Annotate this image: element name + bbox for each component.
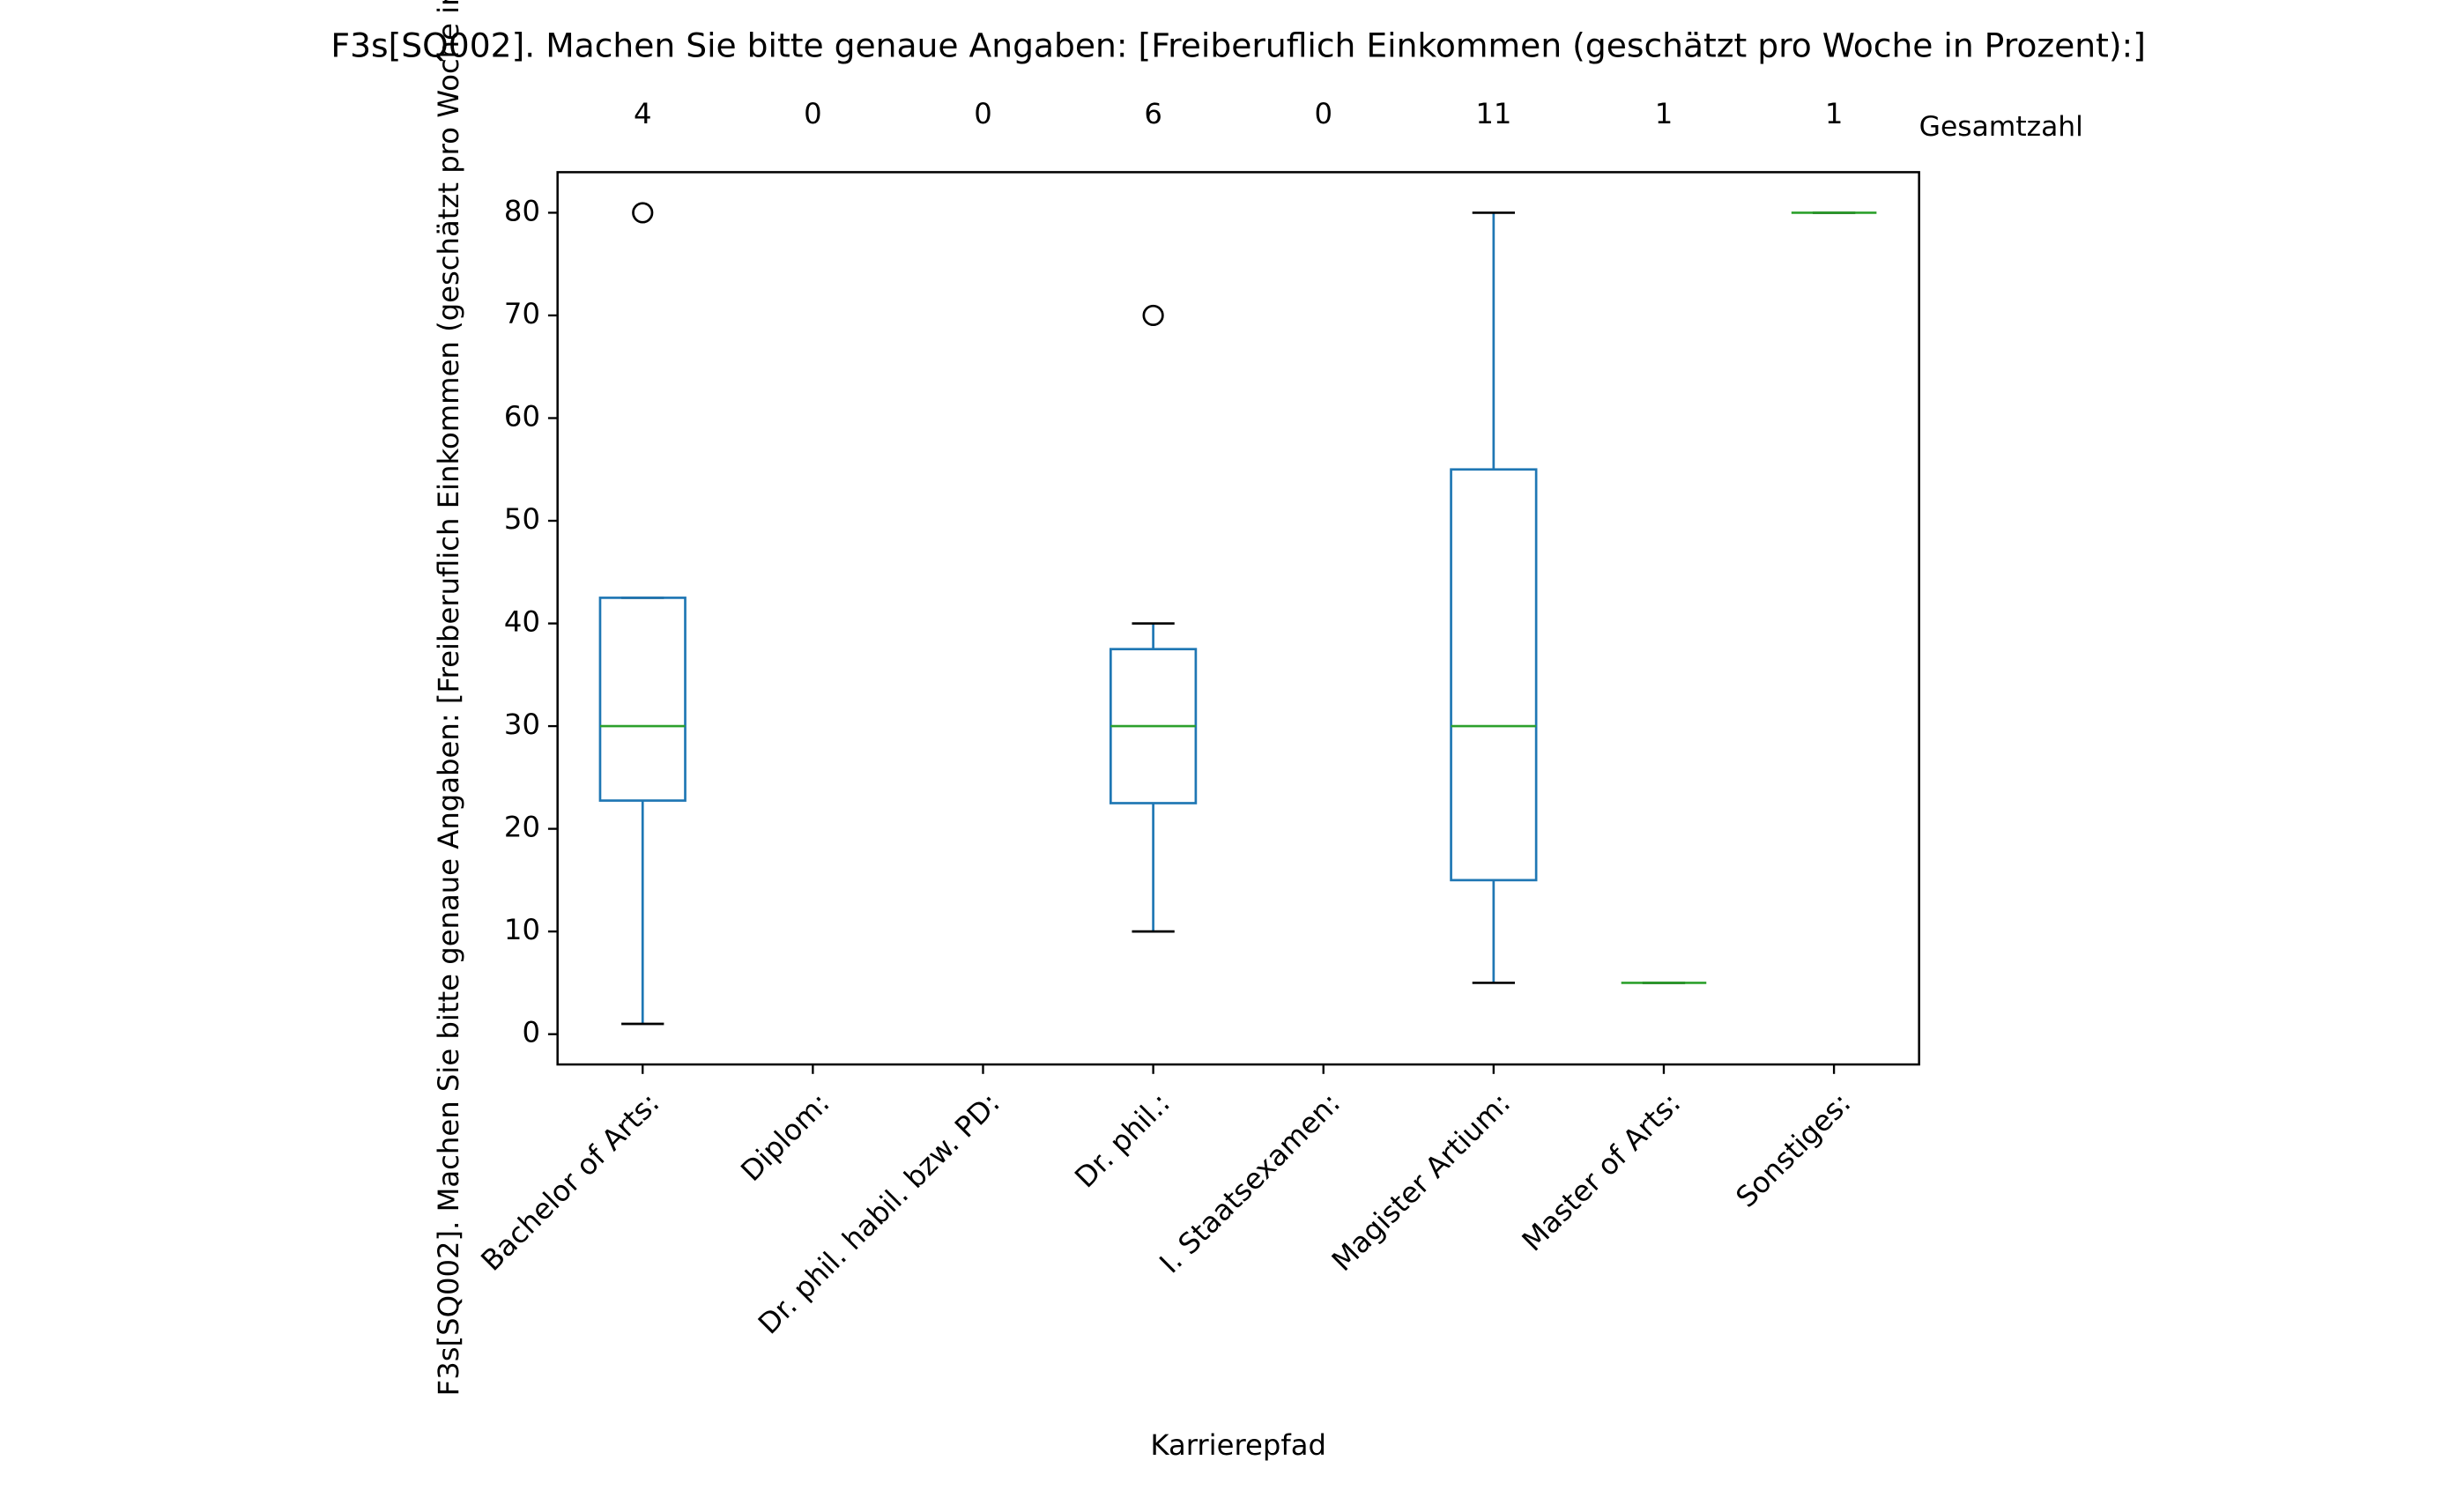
counts-label: Gesamtzahl — [1919, 111, 2083, 143]
count-label: 0 — [974, 97, 992, 130]
y-tick-label: 50 — [504, 502, 540, 536]
y-tick-label: 70 — [504, 297, 540, 330]
count-label: 6 — [1144, 97, 1162, 130]
plot-frame — [556, 171, 1920, 1066]
y-tick-label: 20 — [504, 811, 540, 844]
x-axis-label: Karrierepfad — [1150, 1428, 1326, 1462]
y-tick-label: 30 — [504, 708, 540, 741]
count-label: 11 — [1475, 97, 1511, 130]
count-label: 1 — [1825, 97, 1844, 130]
chart-title: F3s[SQ002]. Machen Sie bitte genaue Anga… — [330, 26, 2145, 64]
box — [598, 597, 687, 802]
count-label: 1 — [1655, 97, 1674, 130]
outlier — [632, 202, 654, 224]
y-tick-label: 0 — [522, 1016, 540, 1049]
box — [1450, 468, 1538, 882]
count-label: 0 — [1314, 97, 1332, 130]
y-tick-label: 60 — [504, 399, 540, 433]
outlier — [1142, 304, 1164, 327]
y-tick-label: 80 — [504, 194, 540, 227]
y-tick-label: 40 — [504, 605, 540, 639]
count-label: 4 — [634, 97, 652, 130]
y-axis-label: F3s[SQ002]. Machen Sie bitte genaue Anga… — [432, 0, 465, 1396]
count-label: 0 — [804, 97, 822, 130]
y-tick-label: 10 — [504, 913, 540, 946]
